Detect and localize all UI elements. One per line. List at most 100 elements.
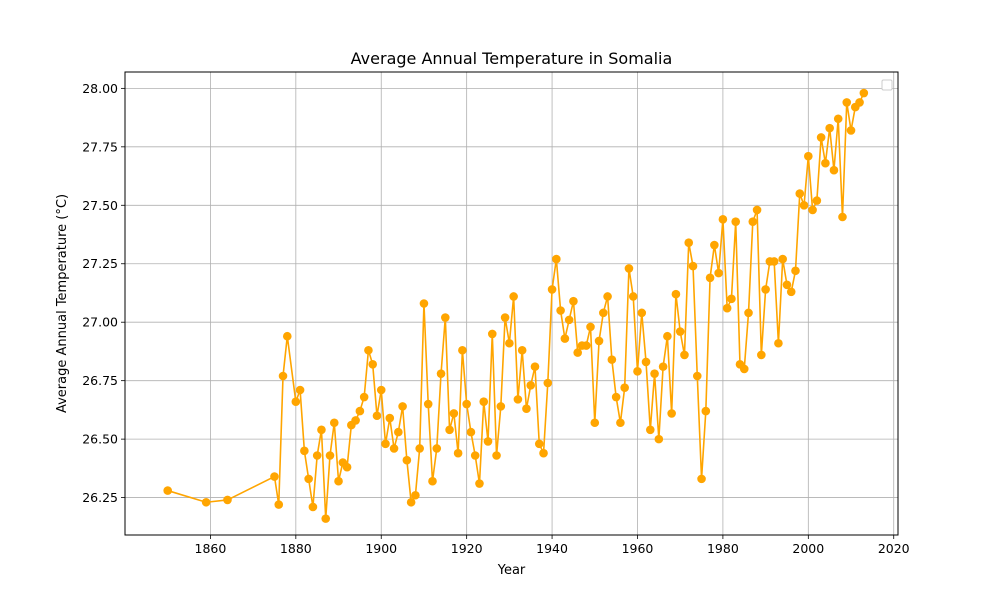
data-point <box>714 268 723 278</box>
data-point <box>705 273 715 283</box>
data-point <box>795 189 805 198</box>
data-point <box>423 399 433 409</box>
data-point <box>599 308 608 318</box>
data-point <box>782 280 792 290</box>
data-point <box>458 345 467 355</box>
data-point <box>684 238 694 248</box>
y-tick-label: 26.75 <box>82 373 118 388</box>
plot-frame <box>124 71 899 536</box>
data-point <box>590 418 600 428</box>
data-point <box>611 392 621 402</box>
data-point <box>505 338 514 348</box>
legend-box <box>881 79 893 91</box>
data-point <box>710 240 719 250</box>
data-point <box>295 385 305 395</box>
data-point <box>675 327 685 336</box>
data-point <box>513 395 523 404</box>
y-tick-label: 27.50 <box>82 198 118 213</box>
data-point <box>748 217 758 226</box>
data-point <box>329 418 339 428</box>
x-tick-label: 2020 <box>878 541 910 556</box>
chart-title: Average Annual Temperature in Somalia <box>351 49 673 68</box>
data-point <box>402 455 412 465</box>
data-point <box>449 409 459 418</box>
data-point <box>522 404 531 414</box>
data-point <box>663 331 672 341</box>
data-point <box>163 486 173 495</box>
x-tick-label: 1880 <box>280 541 312 556</box>
data-point <box>786 287 796 297</box>
x-axis: 1860 1880 1900 1920 1940 1960 1980 2000 2020 <box>195 535 910 556</box>
data-point <box>594 336 604 346</box>
data-point <box>317 425 326 435</box>
data-point <box>829 165 839 175</box>
data-point <box>808 205 817 215</box>
data-point <box>842 98 852 107</box>
data-point <box>355 406 365 416</box>
x-tick-label: 1920 <box>451 541 483 556</box>
data-point <box>539 448 548 458</box>
data-point <box>769 257 779 266</box>
data-point <box>560 334 570 343</box>
data-point <box>543 378 553 388</box>
data-point <box>778 254 787 264</box>
data-point <box>722 303 732 313</box>
data-point <box>432 444 442 453</box>
data-point <box>671 289 681 299</box>
data-point <box>436 369 446 378</box>
data-point <box>744 308 753 318</box>
data-point <box>838 212 847 222</box>
x-tick-label: 2000 <box>792 541 824 556</box>
x-tick-label: 1940 <box>536 541 568 556</box>
data-point <box>718 215 728 224</box>
data-point <box>692 371 702 381</box>
data-point <box>825 123 834 133</box>
data-point <box>496 402 506 411</box>
data-point <box>351 416 360 425</box>
data-point <box>573 348 582 357</box>
data-point <box>419 299 429 308</box>
y-tick-label: 26.50 <box>82 432 118 447</box>
data-point <box>325 451 335 460</box>
data-point <box>821 158 830 168</box>
data-point <box>517 345 527 355</box>
y-tick-label: 27.00 <box>82 315 118 330</box>
y-tick-label: 27.75 <box>82 139 118 154</box>
data-point <box>650 369 659 378</box>
data-point <box>697 474 706 484</box>
data-point <box>453 448 463 458</box>
x-tick-label: 1980 <box>707 541 739 556</box>
data-point <box>376 385 386 395</box>
data-point <box>645 425 655 435</box>
data-point <box>312 451 322 460</box>
x-axis-label: Year <box>497 563 526 578</box>
data-point <box>616 418 625 428</box>
data-point <box>321 514 331 523</box>
data-point <box>654 434 664 444</box>
data-point <box>411 490 420 500</box>
data-point <box>628 292 638 301</box>
data-point <box>428 476 437 486</box>
y-tick-label: 26.25 <box>82 490 118 505</box>
data-point <box>791 266 800 276</box>
data-point <box>270 472 279 481</box>
data-point <box>774 338 783 348</box>
data-point <box>757 350 766 360</box>
data-point <box>372 411 382 421</box>
data-point <box>752 205 762 215</box>
data-point <box>308 502 318 512</box>
data-point <box>855 98 864 107</box>
data-point <box>731 217 741 226</box>
data-point <box>466 427 476 437</box>
data-point <box>398 402 407 411</box>
data-point <box>415 444 424 453</box>
data-point <box>368 359 378 369</box>
x-tick-label: 1900 <box>365 541 397 556</box>
data-point <box>534 439 544 449</box>
data-point <box>278 371 288 381</box>
series-line <box>167 92 865 520</box>
data-point <box>816 133 826 142</box>
data-point <box>658 362 668 371</box>
